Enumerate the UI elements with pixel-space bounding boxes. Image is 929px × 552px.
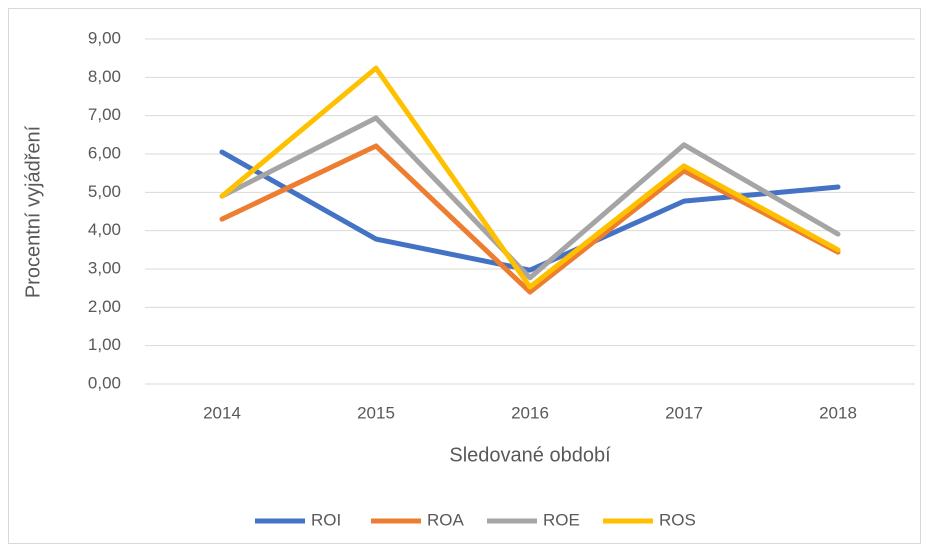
legend-label: ROS bbox=[659, 510, 696, 529]
series-line bbox=[219, 143, 841, 295]
series-line bbox=[219, 115, 841, 281]
legend-label: ROE bbox=[543, 510, 580, 529]
y-tick-label: 5,00 bbox=[88, 182, 121, 201]
x-tick-label: 2018 bbox=[819, 403, 857, 422]
x-tick-label: 2017 bbox=[665, 403, 703, 422]
legend-label: ROA bbox=[427, 510, 465, 529]
legend-label: ROI bbox=[311, 510, 341, 529]
y-tick-label: 0,00 bbox=[88, 373, 121, 392]
x-tick-label: 2014 bbox=[203, 403, 241, 422]
y-tick-label: 8,00 bbox=[88, 67, 121, 86]
chart-frame bbox=[8, 8, 921, 544]
y-axis-label: Procentní vyjádření bbox=[22, 125, 44, 298]
x-tick-label: 2015 bbox=[357, 403, 395, 422]
x-axis-label: Sledované období bbox=[449, 444, 611, 466]
y-tick-label: 6,00 bbox=[88, 143, 121, 162]
x-tick-label: 2016 bbox=[511, 403, 549, 422]
y-tick-label: 4,00 bbox=[88, 220, 121, 239]
series-line bbox=[219, 65, 841, 290]
y-tick-label: 1,00 bbox=[88, 335, 121, 354]
y-tick-label: 9,00 bbox=[88, 28, 121, 47]
y-tick-label: 2,00 bbox=[88, 297, 121, 316]
y-tick-label: 3,00 bbox=[88, 258, 121, 277]
y-tick-label: 7,00 bbox=[88, 105, 121, 124]
